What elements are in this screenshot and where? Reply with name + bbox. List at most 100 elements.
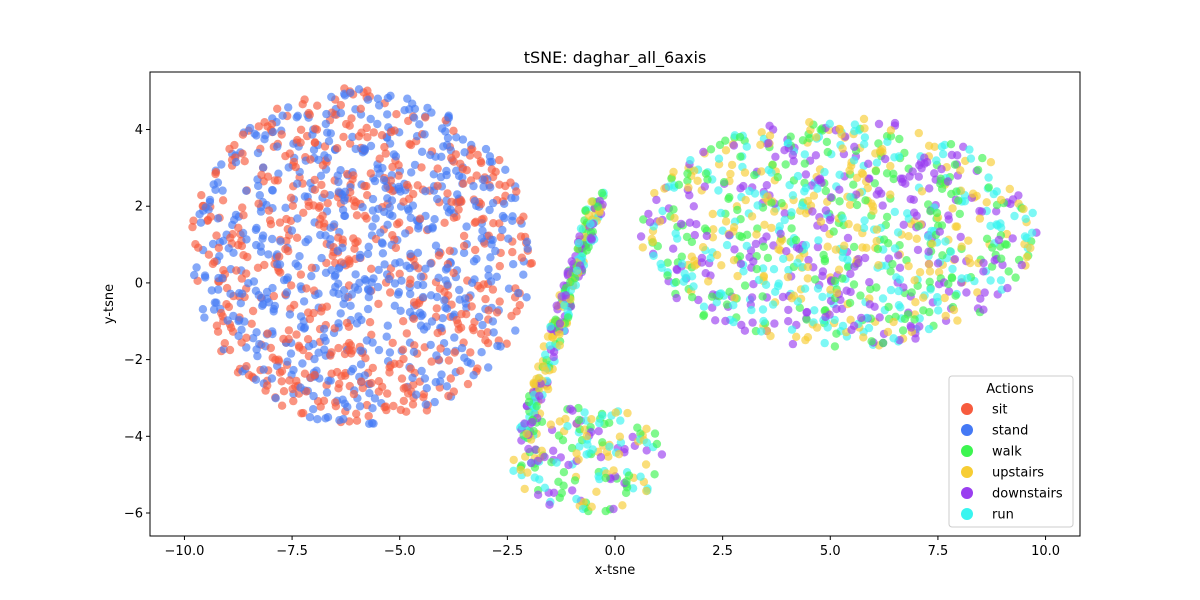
scatter-point xyxy=(700,224,710,233)
scatter-point xyxy=(564,460,573,470)
scatter-point xyxy=(726,169,735,179)
scatter-point xyxy=(296,270,306,279)
scatter-point xyxy=(699,302,709,311)
scatter-point xyxy=(364,242,373,251)
scatter-point xyxy=(454,325,463,334)
scatter-point xyxy=(566,286,576,295)
scatter-point xyxy=(360,181,369,191)
scatter-point xyxy=(543,332,553,341)
scatter-point xyxy=(422,384,431,393)
scatter-point xyxy=(304,235,313,244)
scatter-point xyxy=(779,254,788,263)
scatter-point xyxy=(281,203,290,212)
scatter-point xyxy=(212,231,221,240)
scatter-point xyxy=(853,223,862,232)
scatter-point xyxy=(574,239,583,248)
scatter-point xyxy=(524,397,534,407)
scatter-point xyxy=(582,431,591,441)
scatter-point xyxy=(614,450,624,459)
scatter-point xyxy=(742,241,751,251)
scatter-point xyxy=(269,291,279,301)
scatter-point xyxy=(601,506,610,516)
scatter-point xyxy=(515,300,524,310)
scatter-point xyxy=(457,309,466,319)
scatter-point xyxy=(522,237,532,246)
scatter-point xyxy=(319,333,329,342)
scatter-point xyxy=(230,140,239,150)
scatter-point xyxy=(279,387,289,396)
scatter-point xyxy=(452,315,461,325)
scatter-point xyxy=(368,194,378,204)
scatter-point xyxy=(254,199,263,208)
scatter-point xyxy=(988,243,997,252)
scatter-point xyxy=(835,170,844,179)
scatter-point xyxy=(633,423,642,432)
scatter-point xyxy=(615,432,625,441)
scatter-point xyxy=(237,274,246,283)
scatter-point xyxy=(686,156,695,165)
scatter-point xyxy=(773,172,782,182)
scatter-point xyxy=(842,286,851,295)
scatter-point xyxy=(317,180,326,190)
scatter-point xyxy=(804,255,813,265)
scatter-point xyxy=(263,381,272,390)
scatter-point xyxy=(365,389,374,398)
scatter-point xyxy=(487,240,496,249)
scatter-point xyxy=(383,220,392,229)
scatter-point xyxy=(338,243,347,252)
scatter-point xyxy=(636,472,645,481)
scatter-point xyxy=(712,250,722,260)
scatter-point xyxy=(730,245,739,254)
scatter-point xyxy=(535,475,544,484)
scatter-point xyxy=(560,301,569,310)
scatter-point xyxy=(495,155,504,165)
scatter-point xyxy=(231,210,241,220)
scatter-point xyxy=(572,494,581,504)
scatter-point xyxy=(650,470,659,479)
scatter-point xyxy=(363,304,373,314)
scatter-point xyxy=(387,196,397,205)
scatter-point xyxy=(421,113,430,122)
scatter-point xyxy=(366,287,375,296)
scatter-point xyxy=(1021,214,1030,223)
scatter-point xyxy=(780,215,789,225)
scatter-point xyxy=(771,287,780,296)
y-tick-label: −6 xyxy=(124,506,143,521)
x-tick-label: 5.0 xyxy=(820,544,841,559)
scatter-point xyxy=(189,216,198,225)
scatter-point xyxy=(257,294,267,303)
scatter-point xyxy=(408,400,418,409)
scatter-point xyxy=(453,190,462,199)
scatter-point xyxy=(476,284,485,293)
scatter-point xyxy=(761,280,771,289)
scatter-point xyxy=(406,289,415,299)
scatter-point xyxy=(605,442,614,451)
scatter-point xyxy=(234,331,243,341)
scatter-point xyxy=(856,291,865,300)
scatter-point xyxy=(260,260,269,270)
scatter-point xyxy=(401,383,410,392)
scatter-point xyxy=(689,282,698,291)
scatter-point xyxy=(495,297,504,306)
scatter-point xyxy=(477,348,486,357)
scatter-point xyxy=(401,229,410,238)
scatter-point xyxy=(623,408,632,418)
scatter-point xyxy=(255,191,264,200)
scatter-point xyxy=(446,205,455,214)
scatter-point xyxy=(882,212,892,222)
scatter-point xyxy=(326,129,335,138)
scatter-point xyxy=(211,168,221,177)
scatter-point xyxy=(655,217,665,226)
scatter-point xyxy=(523,468,532,477)
scatter-point xyxy=(362,214,371,223)
scatter-point xyxy=(287,281,296,290)
scatter-point xyxy=(890,244,900,253)
scatter-point xyxy=(350,244,359,253)
scatter-point xyxy=(355,402,365,411)
scatter-point xyxy=(296,125,306,134)
scatter-point xyxy=(594,427,603,436)
scatter-point xyxy=(406,364,415,373)
scatter-point xyxy=(418,280,428,290)
scatter-point xyxy=(273,142,282,151)
scatter-point xyxy=(805,134,814,143)
